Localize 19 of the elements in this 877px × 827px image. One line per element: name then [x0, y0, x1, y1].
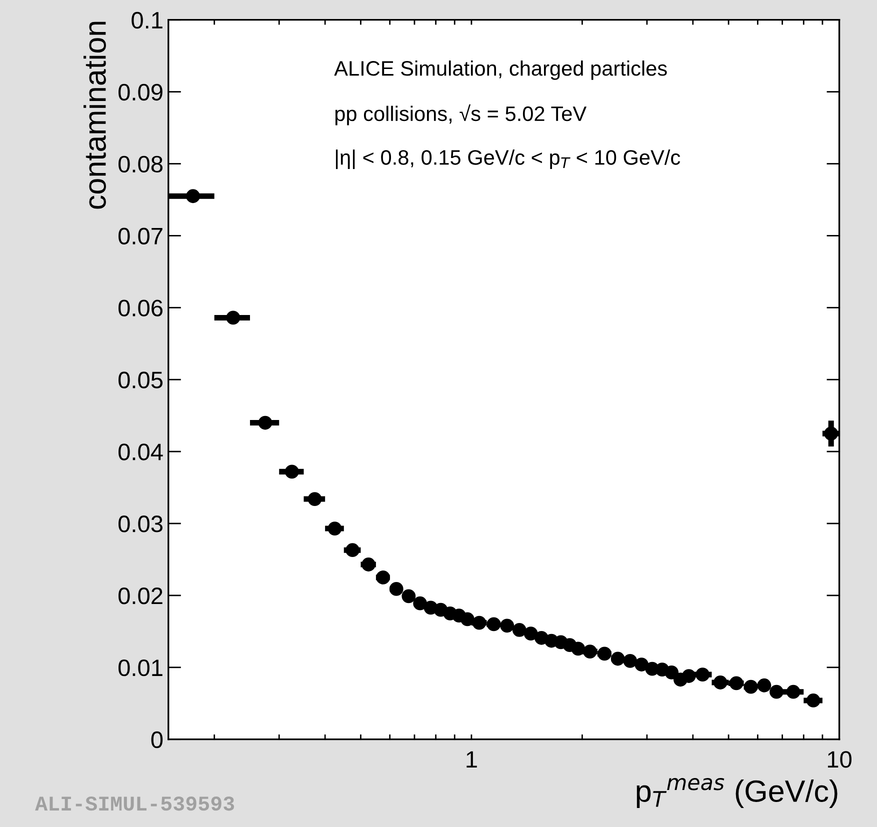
y-tick-label: 0 [151, 731, 163, 748]
annotation: |η| < 0.8, 0.15 GeV/c < p$_{T}$ < 10 GeV/c [336, 150, 680, 170]
y-tick-label: 0.02 [118, 588, 162, 604]
text: ALI-SIMUL-539593 [35, 796, 234, 811]
y-tick-label: 0.09 [118, 84, 162, 101]
y-tick-label: 0.04 [118, 444, 163, 460]
y-tick-label: 0.01 [118, 659, 162, 676]
y-tick-label: 0.06 [118, 300, 162, 316]
annotation: ALICE Simulation, charged particles [334, 60, 667, 80]
y-tick-label: 0.1 [132, 12, 162, 29]
y-tick-label: 0.08 [118, 156, 162, 173]
annotation: pp collisions, √s = 5.02 TeV [335, 104, 587, 126]
y-tick-label: 0.03 [118, 516, 162, 532]
y-axis-title: contamination [84, 22, 106, 209]
x-tick-label: 10 [828, 751, 852, 768]
x-tick-label: 1 [466, 751, 477, 768]
y-tick-label: 0.07 [118, 228, 162, 244]
y-tick-label: 0.05 [118, 372, 163, 388]
x-axis-title: p$_{T}$$^{meas}$ (GeV/c) [636, 778, 838, 808]
